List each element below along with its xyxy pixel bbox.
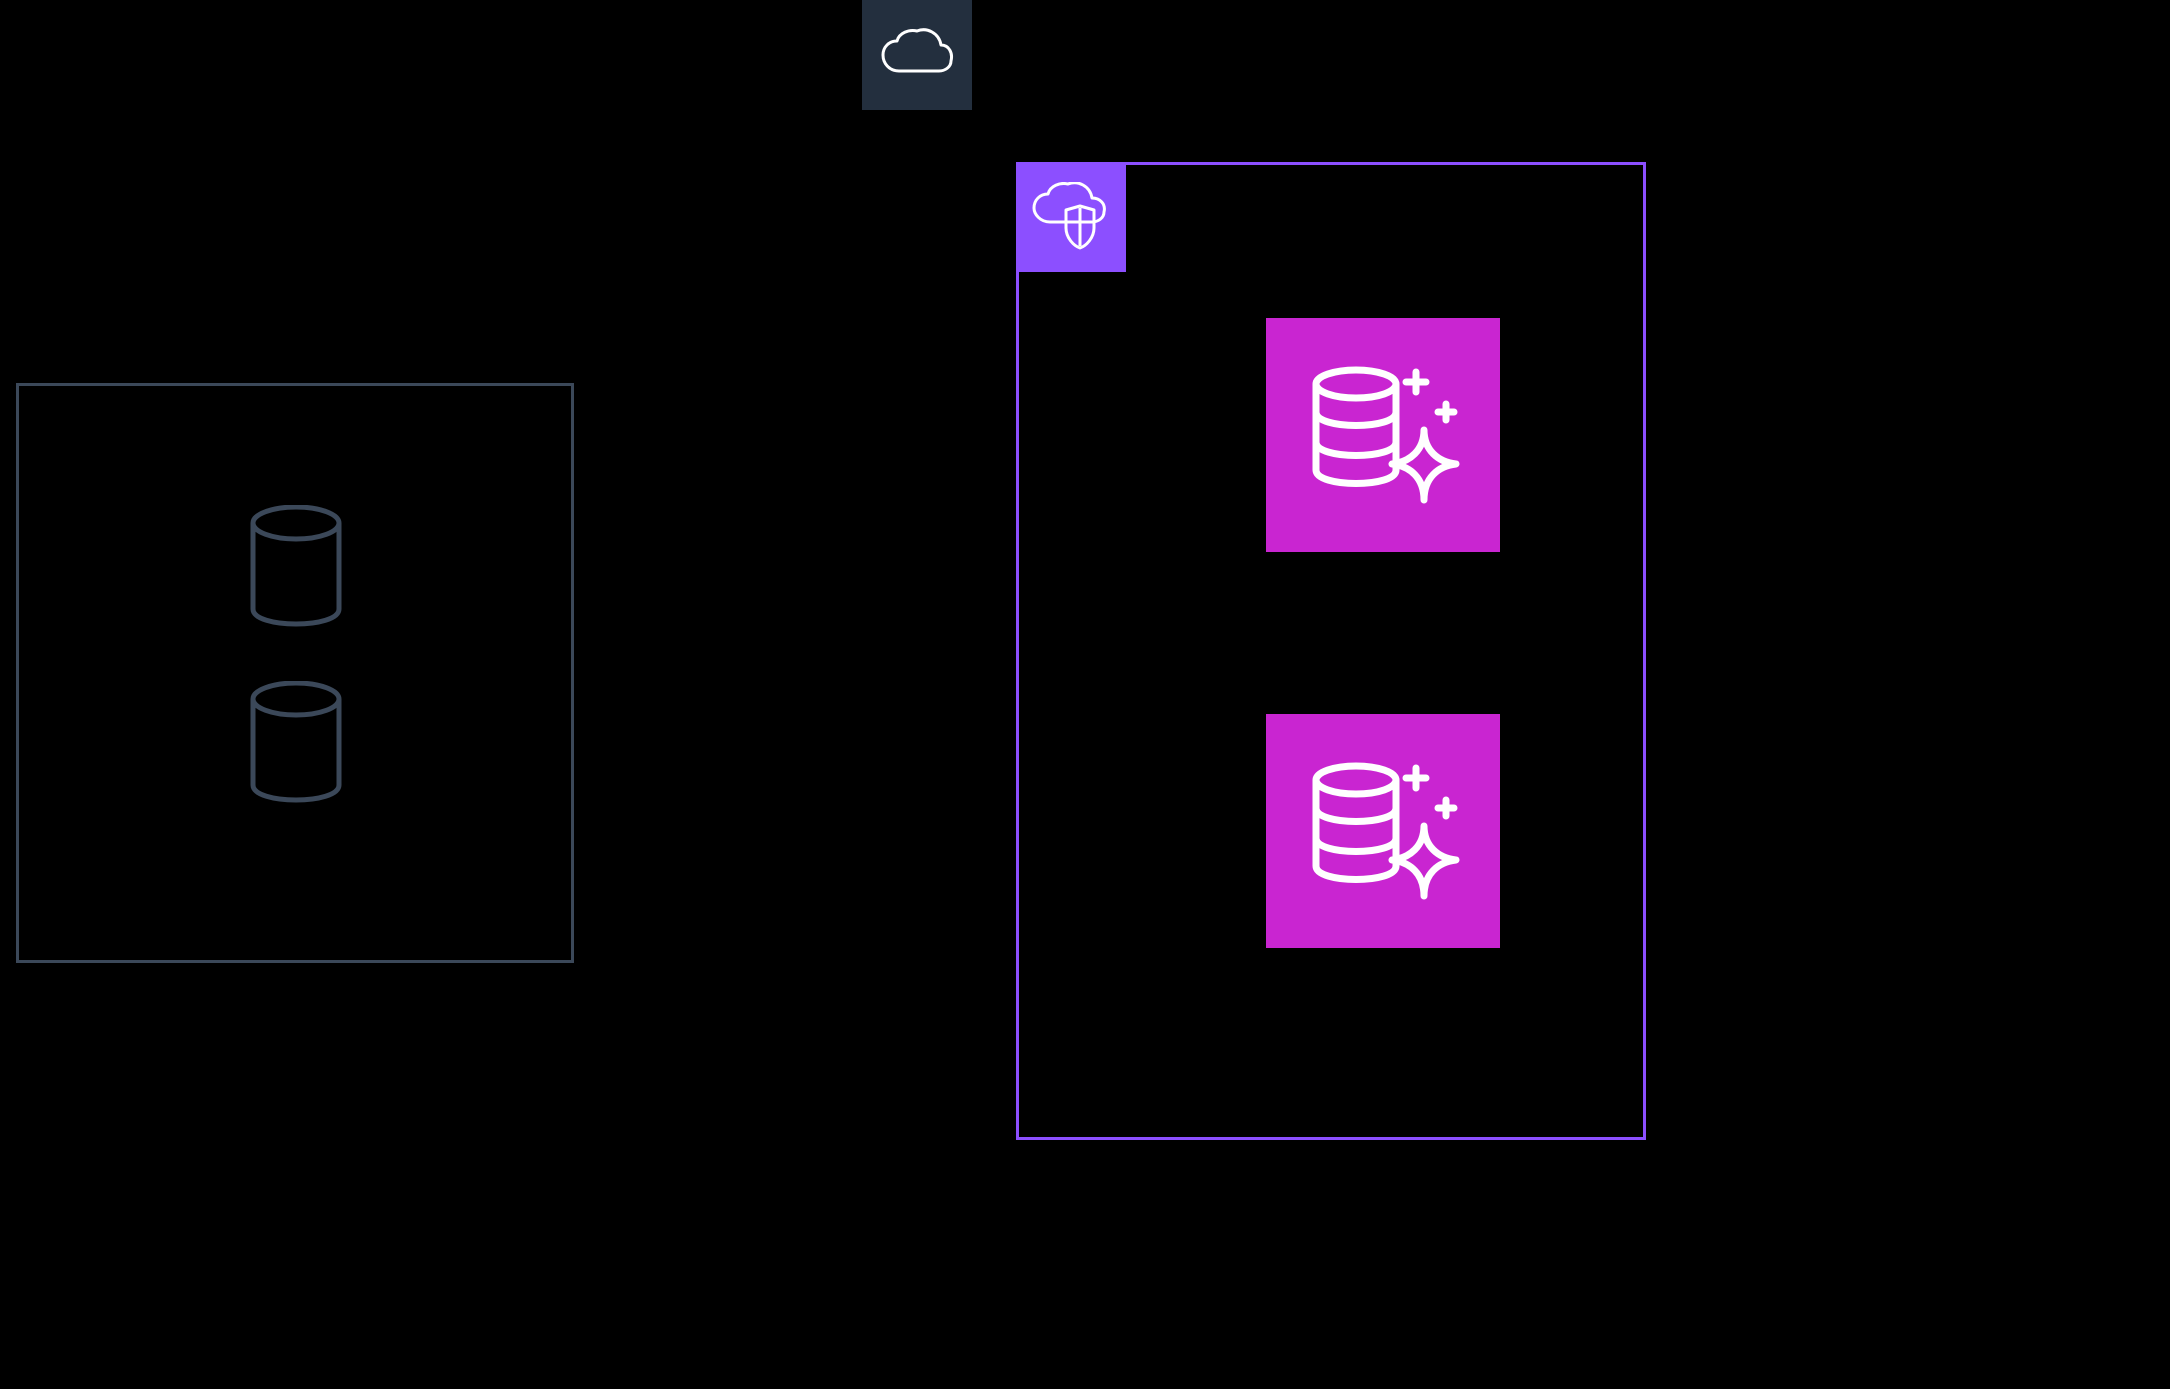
- vpc-icon: [1028, 182, 1114, 252]
- vpc-badge: [1016, 162, 1126, 272]
- cleanrooms-tile-2: [1266, 714, 1500, 948]
- cloud-icon-tile: [862, 0, 972, 110]
- onprem-db-icon-top: [249, 505, 343, 627]
- onprem-db-icon-bottom: [249, 681, 343, 803]
- vpc-box: [1016, 162, 1646, 1140]
- cleanrooms-icon: [1298, 746, 1468, 916]
- diagram-stage: [0, 0, 2170, 1389]
- cloud-icon: [877, 27, 957, 83]
- onprem-box: [16, 383, 574, 963]
- cleanrooms-icon: [1298, 350, 1468, 520]
- cleanrooms-tile-1: [1266, 318, 1500, 552]
